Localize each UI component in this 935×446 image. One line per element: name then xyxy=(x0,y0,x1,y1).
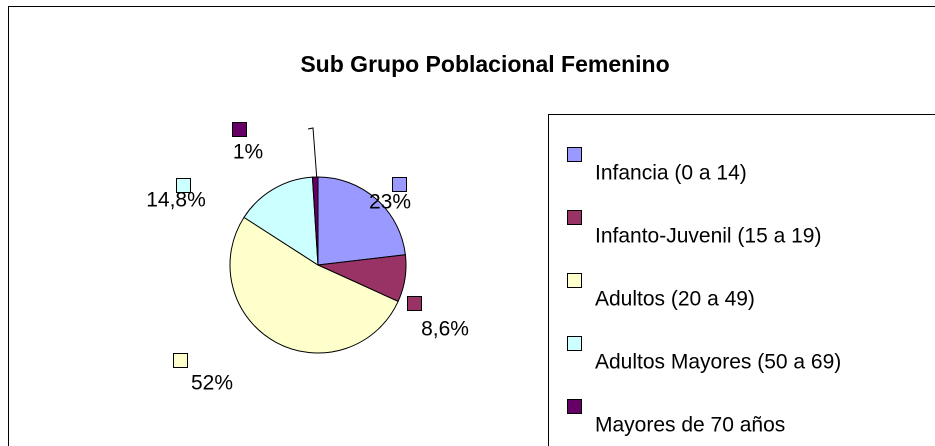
legend-box xyxy=(548,114,935,446)
legend-swatch xyxy=(567,336,582,351)
label-swatch xyxy=(232,122,247,137)
chart-title: Sub Grupo Poblacional Femenino xyxy=(300,51,669,77)
pie-slice xyxy=(229,216,399,354)
legend-label: Adultos Mayores (50 a 69) xyxy=(595,351,841,374)
pie-slice xyxy=(311,176,319,266)
data-label: 52% xyxy=(191,372,233,395)
legend-label: Adultos (20 a 49) xyxy=(595,288,755,311)
legend-swatch xyxy=(567,273,582,288)
data-label: 14,8% xyxy=(146,189,206,212)
label-swatch xyxy=(176,178,191,193)
legend-swatch xyxy=(567,399,582,414)
pie-slice xyxy=(243,176,319,266)
legend-label: Infancia (0 a 14) xyxy=(595,162,747,185)
legend-label: Mayores de 70 años xyxy=(595,414,785,437)
legend-swatch xyxy=(567,210,582,225)
data-label: 8,6% xyxy=(421,318,469,341)
legend-swatch xyxy=(567,147,582,162)
pie-slice xyxy=(317,176,406,266)
legend-label: Infanto-Juvenil (15 a 19) xyxy=(595,225,821,248)
leader-line xyxy=(307,127,318,182)
data-label: 1% xyxy=(233,141,263,164)
label-swatch xyxy=(173,353,188,368)
data-label: 23% xyxy=(369,191,411,214)
label-swatch xyxy=(392,177,407,192)
label-swatch xyxy=(407,296,422,311)
